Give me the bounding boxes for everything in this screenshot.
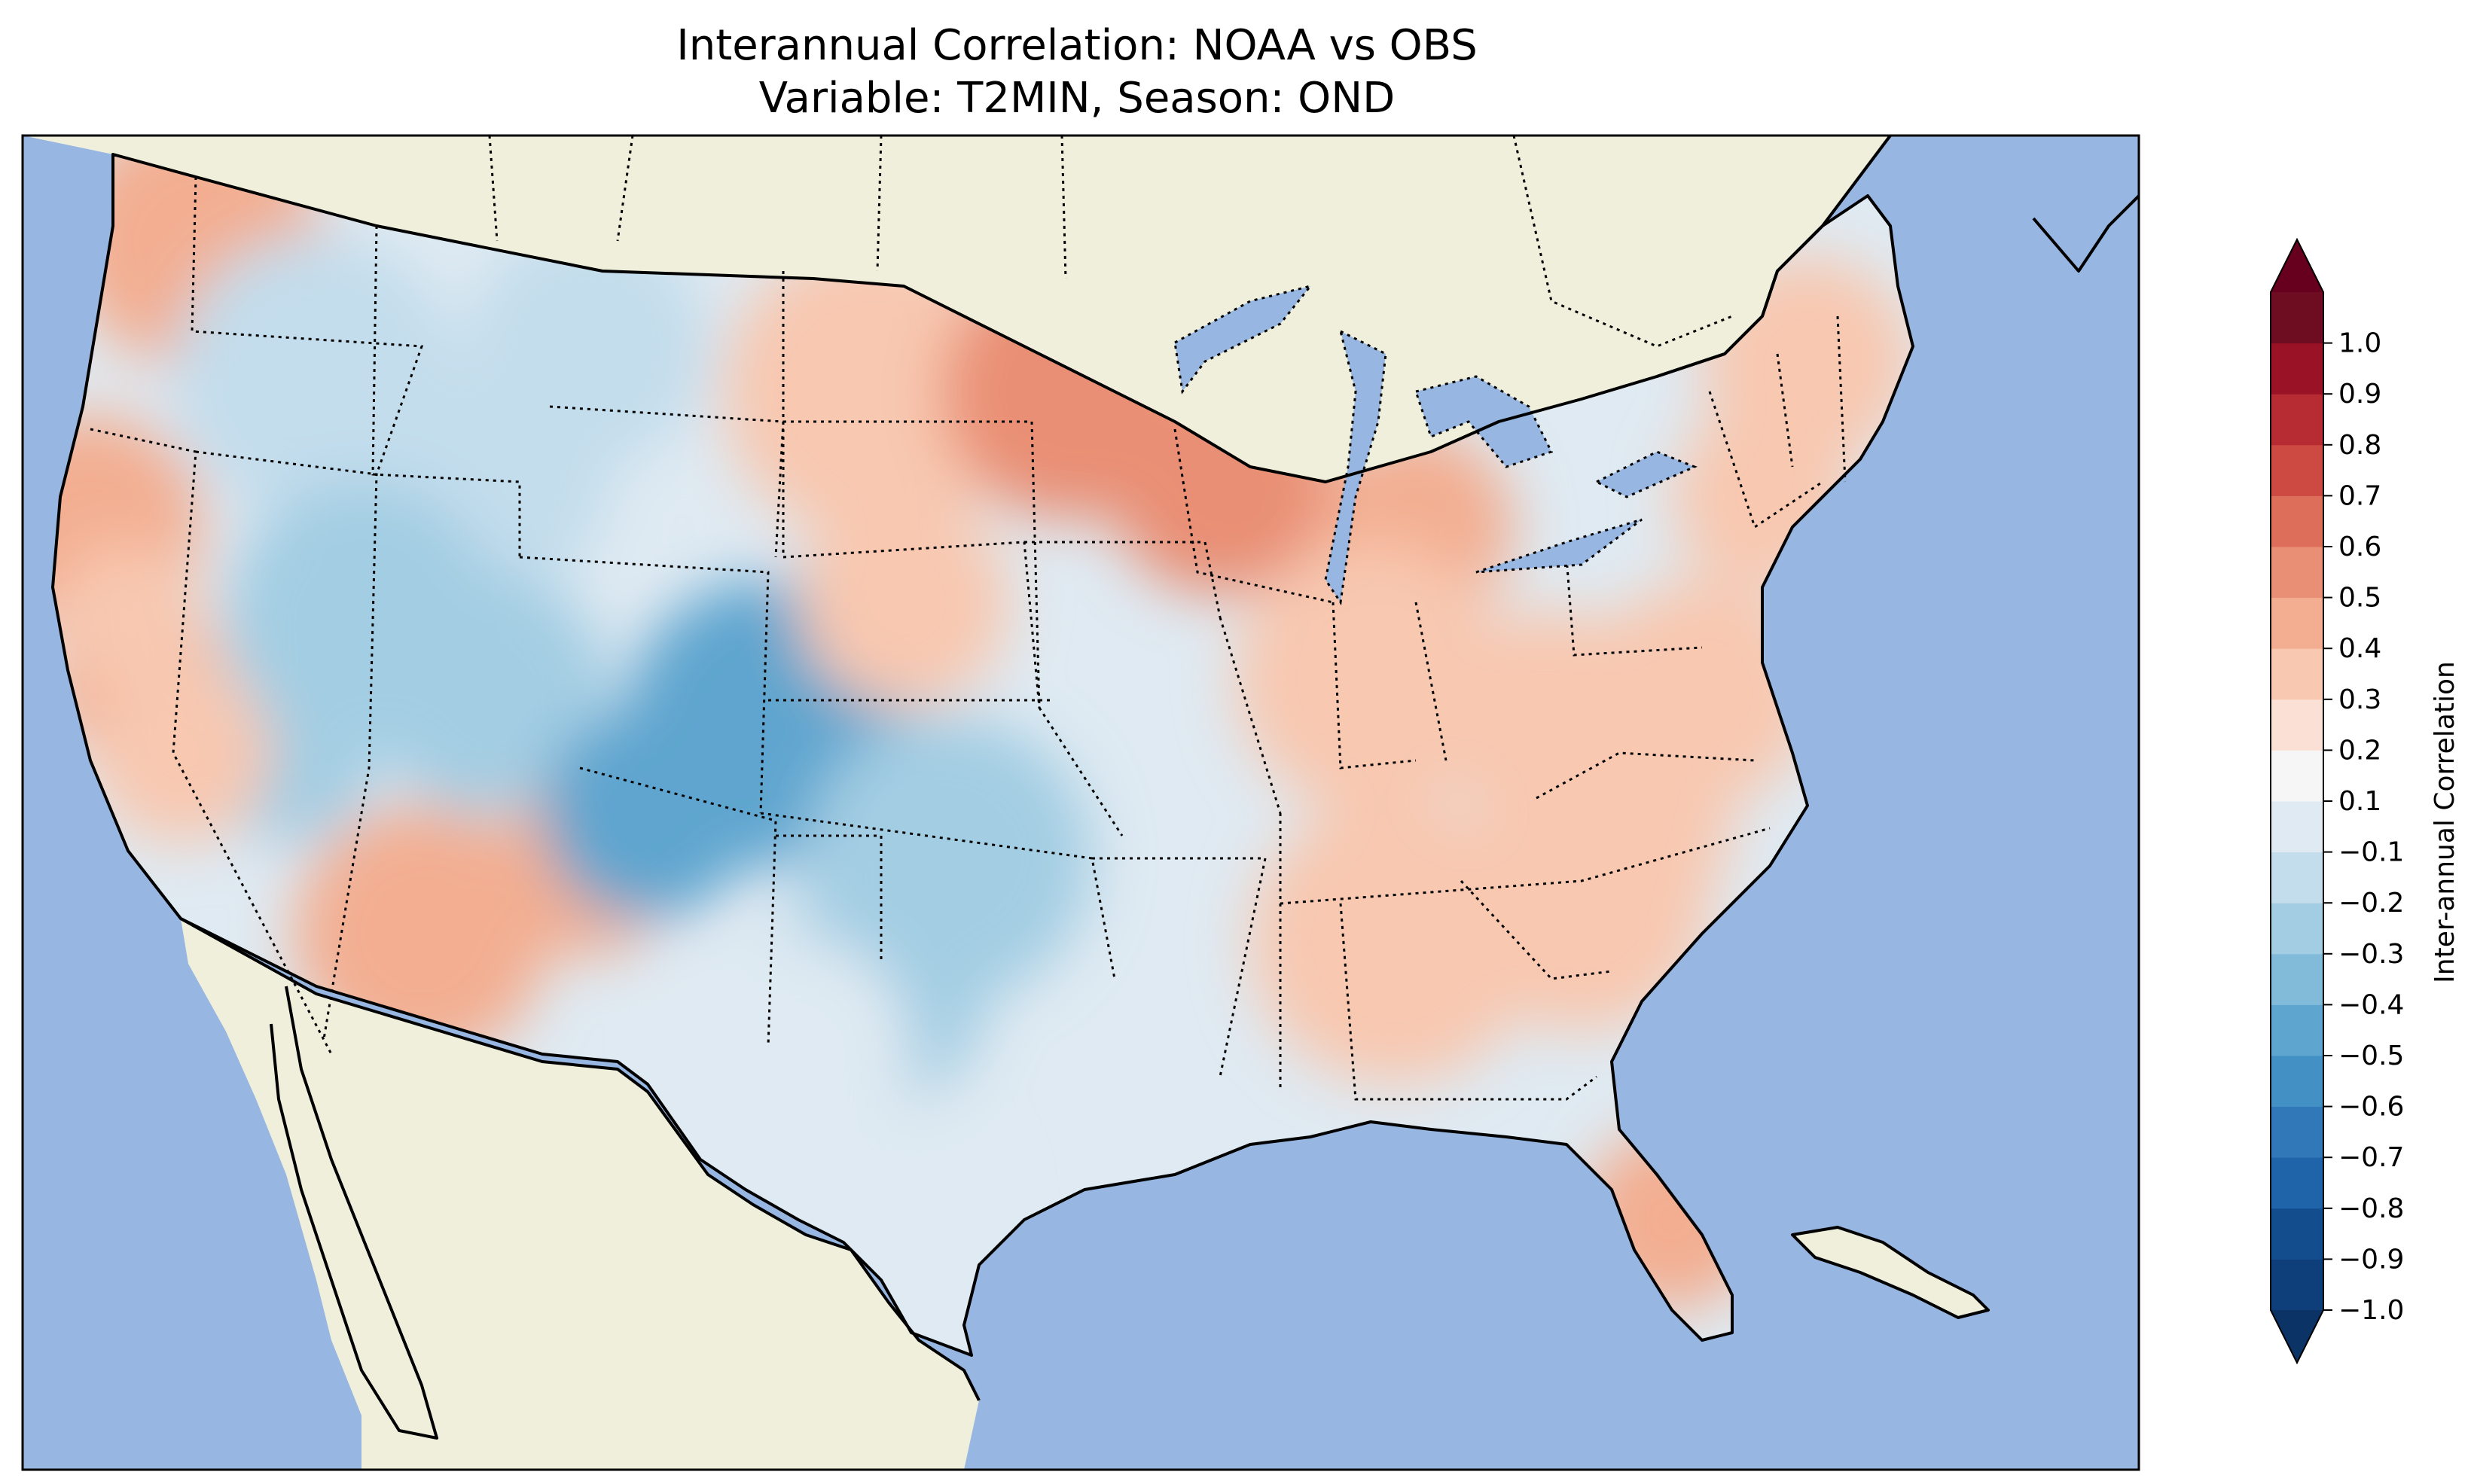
colorbar-segment xyxy=(2271,1157,2323,1209)
colorbar-ticks: −1.0 −0.9 −0.8 −0.7 −0.6 −0.5 −0.4 −0.3 −0.2 −0.1… xyxy=(2323,328,2404,1326)
state-borders xyxy=(90,176,1847,1101)
baja-peninsula xyxy=(271,986,437,1438)
colorbar-segment xyxy=(2271,1056,2323,1108)
colorbar-tick-label: −0.3 xyxy=(2338,939,2404,970)
coastlines xyxy=(51,136,2139,1440)
title-line-1: Interannual Correlation: NOAA vs OBS xyxy=(676,21,1478,70)
field-region xyxy=(53,542,203,693)
colorbar-extend-max xyxy=(2271,239,2323,292)
colorbar-tick-label: 0.7 xyxy=(2338,480,2381,511)
colorbar-tick-label: 0.4 xyxy=(2338,633,2381,664)
colorbar-tick-label: 0.3 xyxy=(2338,684,2381,715)
colorbar-segment xyxy=(2271,953,2323,1005)
colorbar-segment xyxy=(2271,495,2323,547)
colorbar-segment xyxy=(2271,903,2323,955)
colorbar-segment xyxy=(2271,852,2323,904)
colorbar-segment xyxy=(2271,801,2323,853)
colorbar-segment xyxy=(2271,1208,2323,1260)
colorbar-label: Inter-annual Correlation xyxy=(2430,661,2460,983)
field-region xyxy=(1551,738,1732,919)
field-region xyxy=(542,708,753,919)
colorbar-tick-label: 0.8 xyxy=(2338,430,2381,461)
colorbar-segment xyxy=(2271,1106,2323,1158)
colorbar-tick-label: 0.6 xyxy=(2338,532,2381,562)
country-borders xyxy=(488,136,1733,348)
colorbar-segment xyxy=(2271,597,2323,649)
colorbar-tick-label: −0.9 xyxy=(2338,1244,2404,1275)
great-lakes xyxy=(1173,284,1698,606)
figure-title: Interannual Correlation: NOAA vs OBS Var… xyxy=(0,20,2154,125)
colorbar-segment xyxy=(2271,394,2323,446)
colorbar-tick-label: −0.5 xyxy=(2338,1041,2404,1071)
colorbar-tick-label: −0.1 xyxy=(2338,837,2404,868)
title-line-2: Variable: T2MIN, Season: OND xyxy=(758,74,1396,123)
map-frame xyxy=(21,134,2140,1471)
colorbar-segment xyxy=(2271,444,2323,496)
colorbar-tick-label: −0.4 xyxy=(2338,989,2404,1020)
colorbar-segment xyxy=(2271,547,2323,599)
colorbar-tick-label: −0.8 xyxy=(2338,1193,2404,1224)
colorbar-tick-label: 0.1 xyxy=(2338,786,2381,817)
colorbar-segment xyxy=(2271,1004,2323,1056)
colorbar-segment xyxy=(2271,750,2323,802)
colorbar-segment xyxy=(2271,1259,2323,1311)
field-region xyxy=(1235,542,1506,813)
colorbar-tick-label: −0.2 xyxy=(2338,888,2404,919)
field-region xyxy=(369,572,610,813)
colorbar-tick-label: 0.9 xyxy=(2338,379,2381,410)
cuba-land xyxy=(1792,1227,1988,1318)
field-region xyxy=(90,663,271,843)
colorbar-segment xyxy=(2271,648,2323,700)
colorbar-segment xyxy=(2271,699,2323,751)
colorbar-segment xyxy=(2271,343,2323,395)
colorbar-segment xyxy=(2271,292,2323,344)
field-region xyxy=(723,241,1024,542)
colorbar xyxy=(2270,237,2324,1365)
colorbar-tick-label: 0.5 xyxy=(2338,583,2381,614)
colorbar-tick-label: 1.0 xyxy=(2338,328,2381,359)
colorbar-tick-label: −0.6 xyxy=(2338,1092,2404,1123)
colorbar-tick-label: 0.2 xyxy=(2338,735,2381,766)
colorbar-tick-label: −1.0 xyxy=(2338,1295,2404,1326)
field-region xyxy=(173,233,459,520)
colorbar-tick-label: −0.7 xyxy=(2338,1142,2404,1173)
colorbar-extend-min xyxy=(2271,1310,2323,1363)
field-region xyxy=(798,497,1009,708)
field-region xyxy=(670,934,911,1175)
field-region xyxy=(813,1114,994,1295)
